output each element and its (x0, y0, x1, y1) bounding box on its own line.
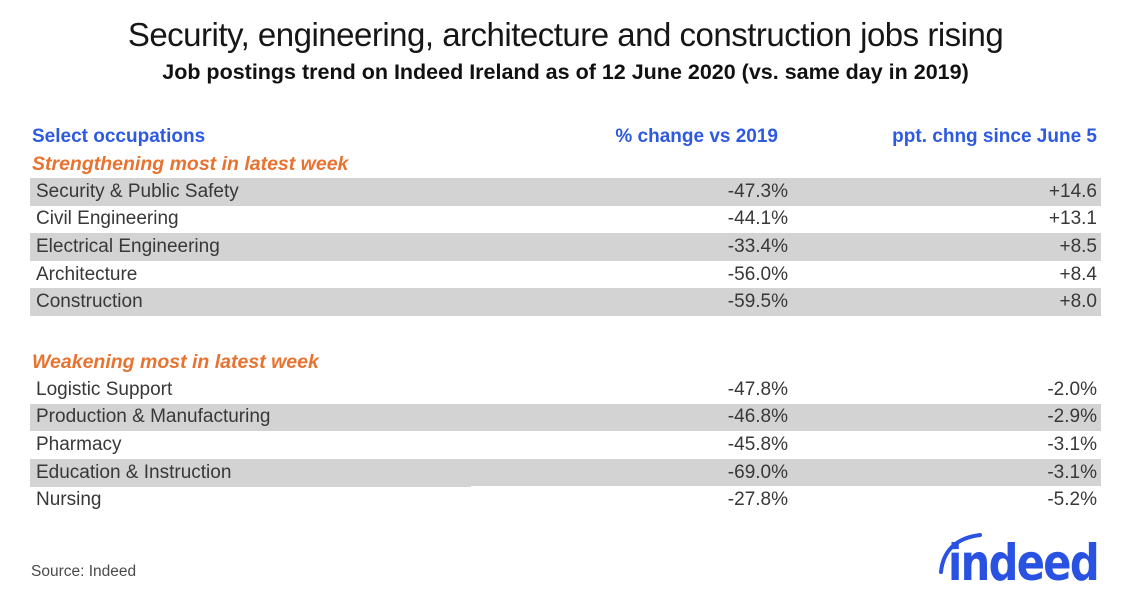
occupation-cell: Civil Engineering (36, 208, 179, 230)
column-header-ppt: ppt. chng since June 5 (892, 126, 1097, 147)
section-label: Strengthening most in latest week (32, 153, 349, 175)
table-row: Logistic Support -47.8% -2.0% (30, 376, 1101, 404)
table-row: Civil Engineering -44.1% +13.1 (30, 206, 1101, 234)
logo-wordmark: indeed (948, 534, 1098, 589)
table-row: Architecture -56.0% +8.4 (30, 261, 1101, 289)
logo-swoosh-icon (939, 533, 982, 574)
page-title: Security, engineering, architecture and … (127, 16, 1004, 53)
occupation-cell: Education & Instruction (30, 462, 471, 487)
change-cell: -69.0% (727, 461, 788, 483)
occupation-cell: Pharmacy (36, 433, 122, 455)
table-row: Nursing -27.8% -5.2% (30, 486, 1101, 514)
table-header-row: Select occupations % change vs 2019 ppt.… (30, 123, 1101, 151)
ppt-cell: +8.4 (1059, 263, 1097, 285)
occupation-cell: Production & Manufacturing (30, 406, 471, 432)
change-cell: -33.4% (727, 235, 788, 257)
table-row: Electrical Engineering -33.4% +8.5 (30, 233, 1101, 261)
column-header-change: % change vs 2019 (615, 126, 778, 147)
source-note: Source: Indeed (31, 563, 137, 580)
table-row: Construction -59.5% +8.0 (30, 288, 1101, 317)
table-row: Pharmacy -45.8% -3.1% (30, 431, 1101, 459)
change-cell: -47.3% (727, 180, 788, 202)
change-cell: -47.8% (727, 378, 788, 400)
ppt-cell: +14.6 (1048, 180, 1097, 202)
indeed-logo: indeed (935, 527, 1105, 592)
occupation-cell: Logistic Support (36, 378, 173, 400)
ppt-cell: +8.0 (1059, 291, 1097, 313)
ppt-cell: -2.9% (1047, 406, 1097, 428)
occupation-cell: Nursing (36, 489, 102, 511)
ppt-cell: +13.1 (1048, 208, 1097, 230)
change-cell: -27.8% (727, 489, 788, 511)
page-subtitle: Job postings trend on Indeed Ireland as … (162, 60, 969, 84)
occupation-cell: Security & Public Safety (30, 181, 471, 206)
ppt-cell: -3.1% (1047, 461, 1097, 483)
table-row: Production & Manufacturing -46.8% -2.9% (30, 403, 1101, 432)
occupation-cell: Construction (30, 291, 471, 317)
column-header-occupations: Select occupations (32, 126, 206, 147)
title-block: Security, engineering, architecture and … (0, 0, 1131, 87)
occupation-cell: Architecture (36, 263, 138, 285)
occupations-table: Select occupations % change vs 2019 ppt.… (30, 123, 1101, 514)
change-cell: -56.0% (727, 263, 788, 285)
section-label: Weakening most in latest week (32, 350, 319, 373)
change-cell: -44.1% (727, 208, 788, 230)
table-body: Strengthening most in latest week Securit… (30, 151, 1101, 514)
table-row: Education & Instruction -69.0% -3.1% (30, 458, 1101, 487)
change-cell: -45.8% (727, 433, 788, 455)
occupation-cell: Electrical Engineering (30, 236, 471, 261)
change-cell: -59.5% (727, 291, 788, 313)
ppt-cell: -5.2% (1047, 489, 1097, 511)
table-row: Security & Public Safety -47.3% +14.6 (30, 178, 1101, 206)
change-cell: -46.8% (727, 406, 788, 428)
ppt-cell: -3.1% (1047, 433, 1097, 455)
ppt-cell: +8.5 (1059, 235, 1097, 257)
ppt-cell: -2.0% (1047, 378, 1097, 400)
